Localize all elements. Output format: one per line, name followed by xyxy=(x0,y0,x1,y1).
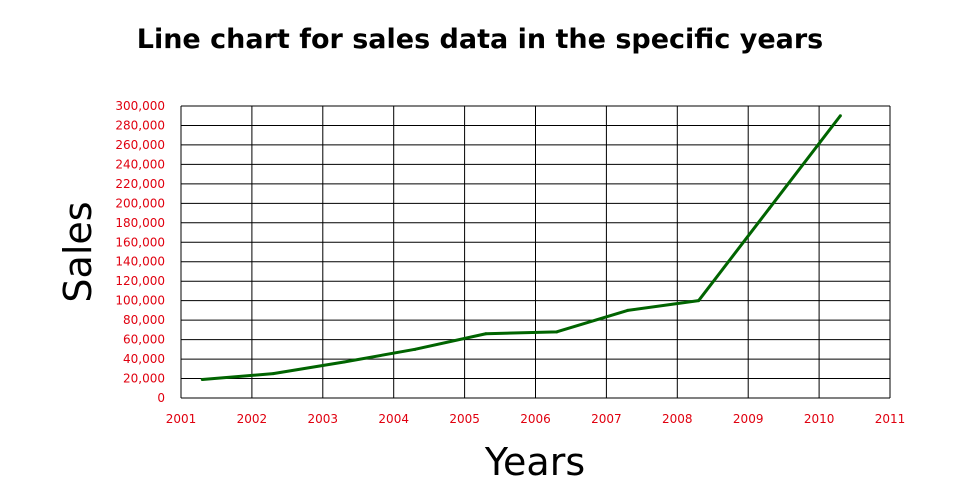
data-point xyxy=(767,206,771,210)
y-tick-label: 140,000 xyxy=(115,255,165,269)
y-tick-label: 60,000 xyxy=(123,333,165,347)
x-tick-label: 2001 xyxy=(166,412,197,426)
data-point xyxy=(271,372,275,376)
y-tick-label: 180,000 xyxy=(115,216,165,230)
y-tick-label: 240,000 xyxy=(115,157,165,171)
y-tick-label: 160,000 xyxy=(115,235,165,249)
x-tick-label: 2010 xyxy=(804,412,835,426)
x-tick-label: 2011 xyxy=(875,412,906,426)
y-tick-label: 260,000 xyxy=(115,138,165,152)
y-tick-label: 220,000 xyxy=(115,177,165,191)
y-tick-label: 100,000 xyxy=(115,294,165,308)
y-tick-label: 120,000 xyxy=(115,274,165,288)
chart-title: Line chart for sales data in the specifi… xyxy=(136,24,824,55)
y-tick-label: 200,000 xyxy=(115,196,165,210)
x-tick-label: 2008 xyxy=(662,412,693,426)
y-tick-label: 20,000 xyxy=(123,372,165,386)
x-tick-label: 2007 xyxy=(591,412,622,426)
data-point xyxy=(484,332,488,336)
x-tick-label: 2009 xyxy=(733,412,764,426)
x-axis-label: Years xyxy=(484,440,586,484)
data-point xyxy=(697,299,701,303)
x-tick-label: 2006 xyxy=(520,412,551,426)
y-tick-label: 40,000 xyxy=(123,352,165,366)
x-tick-label: 2004 xyxy=(378,412,409,426)
data-point xyxy=(413,347,417,351)
data-point xyxy=(555,330,559,334)
y-tick-label: 300,000 xyxy=(115,99,165,113)
x-tick-label: 2002 xyxy=(237,412,268,426)
data-point xyxy=(200,378,204,382)
y-tick-label: 0 xyxy=(157,391,165,405)
data-point xyxy=(342,360,346,364)
x-tick-label: 2005 xyxy=(449,412,480,426)
data-point xyxy=(626,308,630,312)
sales-series-line xyxy=(202,114,842,382)
y-tick-label: 80,000 xyxy=(123,313,165,327)
x-tick-label: 2003 xyxy=(308,412,339,426)
y-tick-label: 280,000 xyxy=(115,118,165,132)
data-point xyxy=(838,114,842,118)
